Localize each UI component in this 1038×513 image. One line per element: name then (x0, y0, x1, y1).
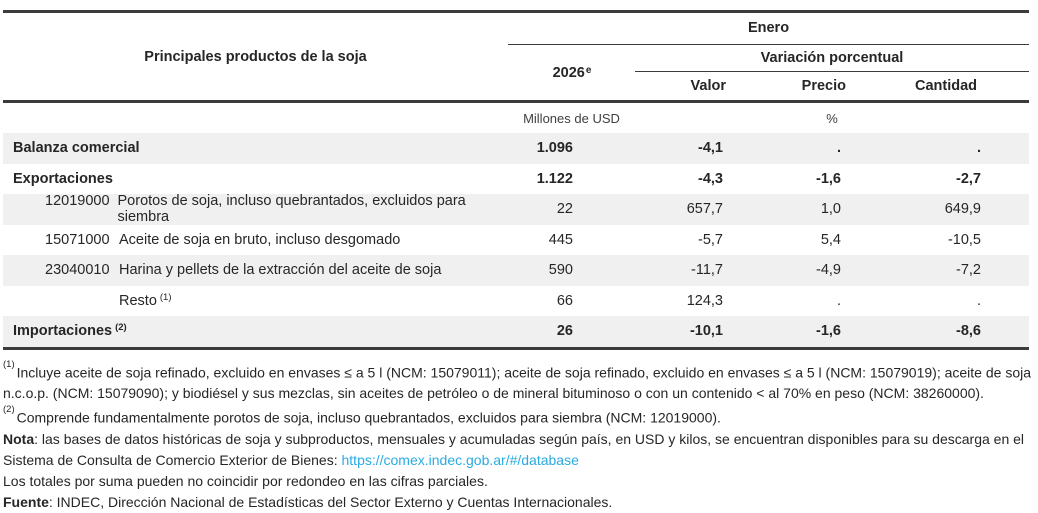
product-cell: Importaciones (2) (3, 322, 508, 340)
value-2026: 590 (548, 262, 573, 279)
value-precio: -1,6 (816, 170, 841, 187)
header-subrow: 2026 e Variación porcentual Valor Precio … (508, 44, 1029, 100)
column-header-year: 2026 e (508, 45, 635, 100)
table-row-exportaciones: Exportaciones 1.122 -4,3 -1,6 -2,7 (3, 164, 1029, 195)
value-precio: . (836, 140, 841, 157)
column-header-cantidad: Cantidad (914, 78, 977, 94)
footnote-reference: (1) (159, 291, 172, 303)
year-estimate-superscript: e (585, 65, 592, 76)
product-cell: 15071000 Aceite de soja en bruto, inclus… (3, 232, 508, 248)
value-2026: 1.122 (536, 170, 573, 187)
value-cantidad: . (976, 292, 981, 309)
value-precio: 1,0 (820, 201, 841, 218)
fuente-line: Fuente: INDEC, Dirección Nacional de Est… (3, 492, 1035, 513)
column-header-products: Principales productos de la soja (144, 48, 367, 65)
row-label: Importaciones (13, 323, 113, 340)
header-right-block: Enero 2026 e Variación porcentual Valor P… (508, 13, 1029, 100)
value-precio: . (836, 292, 841, 309)
nota-line: Nota: las bases de datos históricas de s… (3, 429, 1035, 471)
footnote-1-marker: (1) (3, 358, 15, 370)
value-2026: 66 (556, 292, 573, 309)
footnote-2-marker: (2) (3, 404, 15, 416)
value-precio: -1,6 (816, 323, 841, 340)
value-2026: 1.096 (536, 140, 573, 157)
row-label: Exportaciones (13, 170, 113, 187)
footnote-2: (2)Comprende fundamentalmente porotos de… (3, 404, 1035, 429)
product-cell: 12019000 Porotos de soja, incluso quebra… (3, 193, 508, 225)
units-row: Millones de USD % (3, 103, 1029, 133)
column-header-period: Enero (747, 20, 790, 36)
units-percent-label: % (826, 110, 838, 126)
table-header: Principales productos de la soja Enero 2… (3, 10, 1029, 103)
nota-label: Nota (3, 430, 35, 447)
product-cell: Resto (1) (3, 291, 508, 309)
row-label: Balanza comercial (13, 140, 140, 157)
table-row-importaciones: Importaciones (2) 26 -10,1 -1,6 -8,6 (3, 316, 1029, 347)
value-2026: 26 (556, 323, 573, 340)
value-cantidad: -2,7 (956, 170, 981, 187)
ncm-code: 15071000 (45, 231, 110, 248)
value-precio: -4,9 (816, 262, 841, 279)
table-row-harina-pellets: 23040010 Harina y pellets de la extracci… (3, 255, 1029, 286)
footnote-1-text: Incluye aceite de soja refinado, excluid… (3, 364, 1031, 402)
nota-text: : las bases de datos históricas de soja … (3, 430, 1025, 468)
table-body: Balanza comercial 1.096 -4,1 . . Exporta… (3, 133, 1029, 350)
ncm-code: 23040010 (45, 262, 110, 279)
value-cantidad: -7,2 (956, 262, 981, 279)
value-valor: -10,1 (689, 323, 723, 340)
value-cantidad: 649,9 (944, 201, 981, 218)
product-cell: Exportaciones (3, 171, 508, 187)
column-header-precio: Precio (801, 78, 846, 94)
variation-header-block: Variación porcentual Valor Precio Cantid… (635, 45, 1029, 100)
value-valor: -4,1 (698, 140, 723, 157)
value-cantidad: . (976, 140, 981, 157)
product-cell: 23040010 Harina y pellets de la extracci… (3, 262, 508, 278)
value-2026: 445 (548, 231, 573, 248)
value-2026: 22 (556, 201, 573, 218)
fuente-text: : INDEC, Dirección Nacional de Estadísti… (48, 493, 613, 510)
value-valor: -5,7 (698, 231, 723, 248)
soy-products-table: Principales productos de la soja Enero 2… (3, 10, 1029, 350)
table-row-balanza-comercial: Balanza comercial 1.096 -4,1 . . (3, 133, 1029, 164)
row-label: Resto (119, 292, 157, 309)
row-label: Porotos de soja, incluso quebrantados, e… (117, 193, 466, 226)
value-precio: 5,4 (820, 231, 841, 248)
rounding-note: Los totales por suma pueden no coincidir… (3, 472, 488, 489)
value-cantidad: -10,5 (947, 231, 981, 248)
table-row-aceite: 15071000 Aceite de soja en bruto, inclus… (3, 225, 1029, 256)
value-valor: -4,3 (698, 170, 723, 187)
row-label: Aceite de soja en bruto, incluso desgoma… (119, 231, 401, 248)
column-header-valor: Valor (690, 78, 726, 94)
value-cantidad: -8,6 (956, 323, 981, 340)
notes-section: (1)Incluye aceite de soja refinado, excl… (3, 359, 1035, 513)
footnote-reference: (2) (115, 322, 127, 334)
variation-subcolumns: Valor Precio Cantidad (635, 72, 1029, 100)
table-row-resto: Resto (1) 66 124,3 . . (3, 286, 1029, 317)
column-header-variation: Variación porcentual (635, 45, 1029, 72)
footnote-2-text: Comprende fundamentalmente porotos de so… (16, 409, 721, 426)
value-valor: -11,7 (691, 262, 723, 279)
ncm-code: 12019000 (45, 193, 110, 210)
units-usd-label: Millones de USD (523, 110, 620, 126)
footnote-1: (1)Incluye aceite de soja refinado, excl… (3, 359, 1035, 405)
value-valor: 124,3 (686, 292, 723, 309)
fuente-label: Fuente (3, 493, 49, 510)
product-cell: Balanza comercial (3, 140, 508, 156)
table-row-porotos: 12019000 Porotos de soja, incluso quebra… (3, 193, 1029, 225)
year-value: 2026 (552, 64, 585, 81)
value-valor: 657,7 (686, 201, 723, 218)
comex-database-link[interactable]: https://comex.indec.gob.ar/#/database (341, 451, 579, 468)
row-label: Harina y pellets de la extracción del ac… (119, 262, 442, 279)
